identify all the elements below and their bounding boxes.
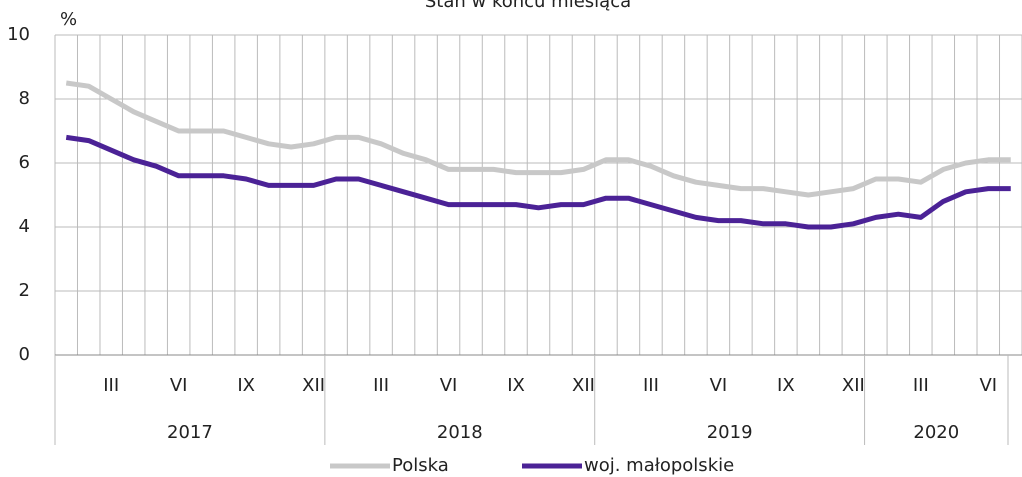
x-tick-label: XII (842, 375, 865, 396)
year-label: 2017 (167, 422, 213, 443)
x-tick-label: III (643, 375, 659, 396)
x-tick-label: III (373, 375, 389, 396)
year-label: 2020 (913, 422, 959, 443)
y-tick-label: 6 (19, 152, 30, 173)
x-tick-label: VI (170, 375, 188, 396)
legend-label: woj. małopolskie (584, 455, 734, 476)
x-tick-label: XII (302, 375, 325, 396)
y-tick-label: 0 (19, 344, 30, 365)
year-label: 2018 (437, 422, 483, 443)
x-tick-label: VI (710, 375, 728, 396)
series-line (65, 134, 1011, 230)
y-tick-label: 2 (19, 280, 30, 301)
y-axis-label: % (60, 9, 77, 30)
y-tick-label: 10 (7, 24, 30, 45)
legend-label: Polska (392, 455, 449, 476)
x-tick-label: XII (572, 375, 595, 396)
series-line (65, 80, 1011, 198)
x-tick-label: IX (507, 375, 525, 396)
x-tick-label: III (103, 375, 119, 396)
x-tick-label: IX (237, 375, 255, 396)
year-label: 2019 (707, 422, 753, 443)
y-tick-label: 4 (19, 216, 30, 237)
x-tick-label: VI (440, 375, 458, 396)
y-tick-label: 8 (19, 88, 30, 109)
x-tick-label: III (913, 375, 929, 396)
chart-title: Stan w końcu miesiąca (425, 0, 631, 12)
x-tick-label: IX (777, 375, 795, 396)
x-tick-label: VI (979, 375, 997, 396)
